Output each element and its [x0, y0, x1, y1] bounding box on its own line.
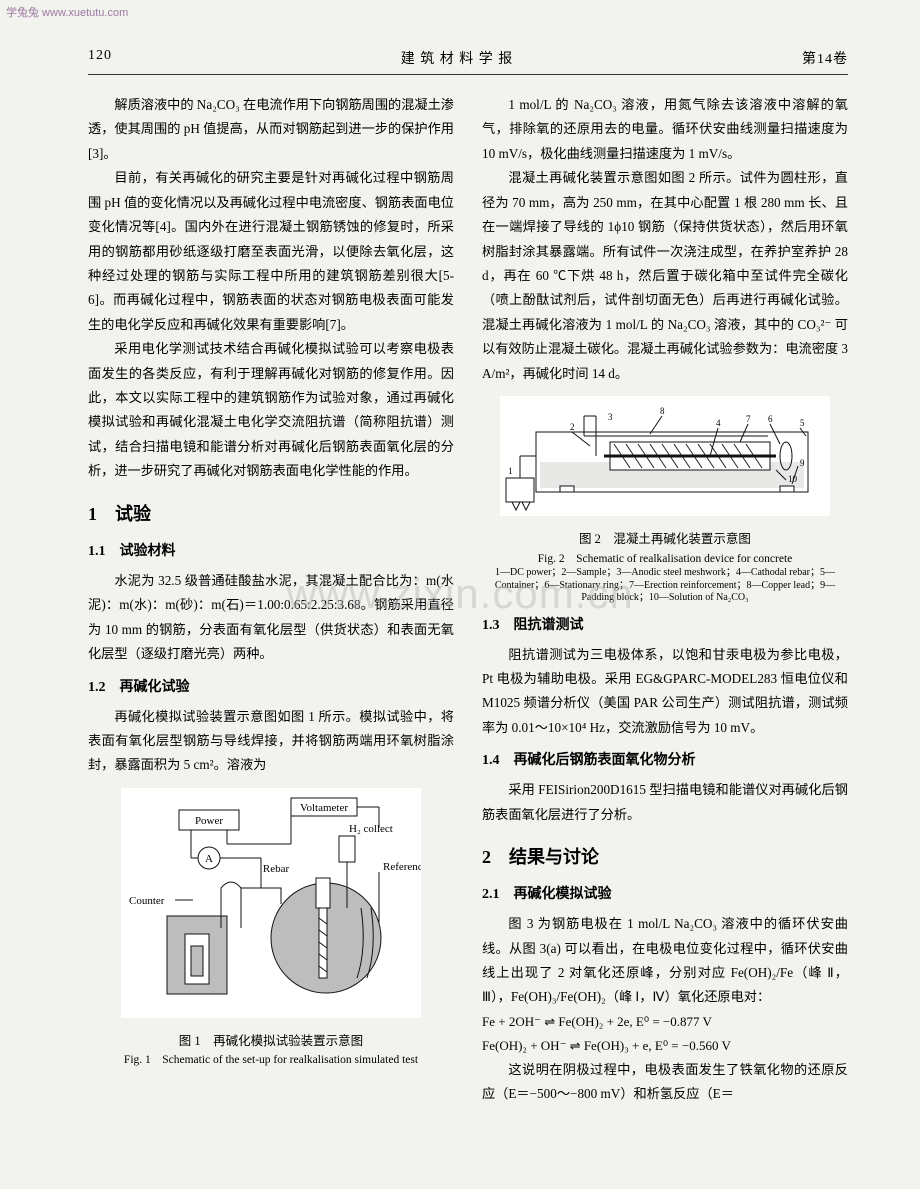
- fig1-svg: Power A Voltameter H₂ colle: [121, 788, 421, 1018]
- para: 混凝土再碱化装置示意图如图 2 所示。试件为圆柱形，直径为 70 mm，高为 2…: [482, 166, 848, 386]
- para: 采用 FEISirion200D1615 型扫描电镜和能谱仪对再碱化后钢筋表面氧…: [482, 778, 848, 827]
- figure-1: Power A Voltameter H₂ colle: [88, 788, 454, 1069]
- fig2-legend: 1—DC power；2—Sample；3—Anodic steel meshw…: [482, 567, 848, 605]
- label-counter: Counter: [129, 895, 165, 907]
- para: 阻抗谱测试为三电极体系，以饱和甘汞电极为参比电极，Pt 电极为辅助电极。采用 E…: [482, 643, 848, 741]
- label-rebar: Rebar: [263, 863, 290, 875]
- svg-text:4: 4: [716, 418, 721, 428]
- para: 再碱化模拟试验装置示意图如图 1 所示。模拟试验中，将表面有氧化层型钢筋与导线焊…: [88, 705, 454, 778]
- fig2-caption-cn: 图 2 混凝土再碱化装置示意图: [482, 528, 848, 551]
- para: 解质溶液中的 Na₂CO₃ 在电流作用下向钢筋周围的混凝土渗透，使其周围的 pH…: [88, 93, 454, 166]
- para: 1 mol/L 的 Na₂CO₃ 溶液，用氮气除去该溶液中溶解的氧气，排除氧的还…: [482, 93, 848, 166]
- svg-text:3: 3: [608, 412, 613, 422]
- subsection-heading: 1.4 再碱化后钢筋表面氧化物分析: [482, 748, 848, 774]
- journal-title: 建 筑 材 料 学 报: [401, 48, 514, 68]
- para: 目前，有关再碱化的研究主要是针对再碱化过程中钢筋周围 pH 值的变化情况以及再碱…: [88, 166, 454, 337]
- fig2-svg: 1 2 3 8 4 7 6 5 9 10: [500, 396, 830, 516]
- volume-label: 第14卷: [802, 48, 848, 68]
- section-heading: 2 结果与讨论: [482, 841, 848, 874]
- fig1-caption-cn: 图 1 再碱化模拟试验装置示意图: [88, 1030, 454, 1053]
- equation: Fe + 2OH⁻ ⇌ Fe(OH)₂ + 2e, E⁰ = −0.877 V: [482, 1010, 848, 1034]
- subsection-heading: 1.3 阻抗谱测试: [482, 613, 848, 639]
- label-ref: Reference: [383, 861, 421, 873]
- svg-text:7: 7: [746, 414, 751, 424]
- subsection-heading: 1.2 再碱化试验: [88, 675, 454, 701]
- right-column: 1 mol/L 的 Na₂CO₃ 溶液，用氮气除去该溶液中溶解的氧气，排除氧的还…: [482, 93, 848, 1107]
- svg-text:9: 9: [800, 458, 805, 468]
- figure-2: 1 2 3 8 4 7 6 5 9 10: [482, 396, 848, 605]
- watermark-top: 学兔兔 www.xuetutu.com: [6, 4, 128, 20]
- body-columns: 解质溶液中的 Na₂CO₃ 在电流作用下向钢筋周围的混凝土渗透，使其周围的 pH…: [88, 93, 848, 1107]
- svg-text:6: 6: [768, 414, 773, 424]
- para: 采用电化学测试技术结合再碱化模拟试验可以考察电极表面发生的各类反应，有利于理解再…: [88, 337, 454, 484]
- page-number: 120: [88, 48, 112, 68]
- fig1-caption-en: Fig. 1 Schematic of the set-up for realk…: [88, 1053, 454, 1069]
- page: 学兔兔 www.xuetutu.com www.zixin.com.cn 120…: [0, 0, 920, 1189]
- section-heading: 1 试验: [88, 498, 454, 531]
- para: 这说明在阴极过程中，电极表面发生了铁氧化物的还原反应（E＝−500～−800 m…: [482, 1058, 848, 1107]
- svg-text:5: 5: [800, 418, 805, 428]
- label-h2: H₂ collect: [349, 823, 393, 835]
- subsection-heading: 1.1 试验材料: [88, 539, 454, 565]
- para: 水泥为 32.5 级普通硅酸盐水泥，其混凝土配合比为：m(水泥)：m(水)：m(…: [88, 569, 454, 667]
- left-column: 解质溶液中的 Na₂CO₃ 在电流作用下向钢筋周围的混凝土渗透，使其周围的 pH…: [88, 93, 454, 1107]
- running-header: 120 建 筑 材 料 学 报 第14卷: [88, 48, 848, 75]
- label-volt: Voltameter: [300, 802, 348, 814]
- fig2-caption-en: Fig. 2 Schematic of realkalisation devic…: [482, 552, 848, 568]
- label-power: Power: [195, 815, 223, 827]
- label-a: A: [205, 853, 213, 865]
- equation: Fe(OH)₂ + OH⁻ ⇌ Fe(OH)₃ + e, E⁰ = −0.560…: [482, 1034, 848, 1058]
- subsection-heading: 2.1 再碱化模拟试验: [482, 882, 848, 908]
- para: 图 3 为钢筋电极在 1 mol/L Na₂CO₃ 溶液中的循环伏安曲线。从图 …: [482, 912, 848, 1010]
- svg-text:2: 2: [570, 422, 575, 432]
- svg-text:8: 8: [660, 406, 665, 416]
- svg-text:1: 1: [508, 466, 513, 476]
